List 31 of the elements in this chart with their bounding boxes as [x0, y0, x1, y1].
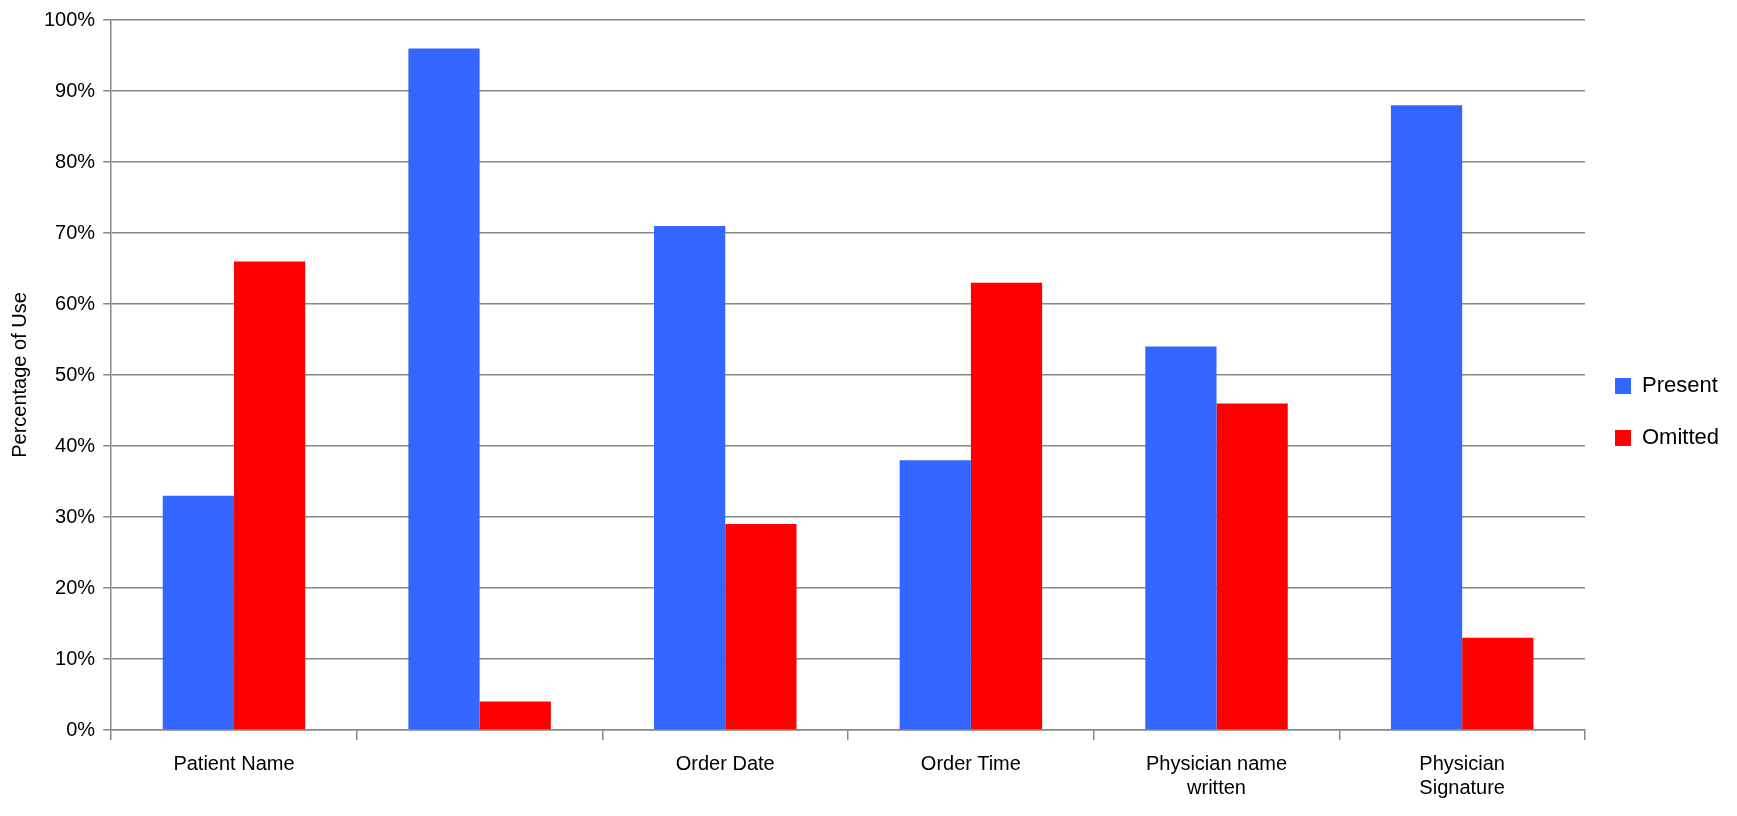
- bar: [1145, 346, 1217, 730]
- y-tick-label: 70%: [55, 220, 96, 243]
- y-tick-label: 100%: [44, 7, 96, 30]
- bar: [408, 48, 480, 730]
- legend-label: Omitted: [1641, 424, 1720, 450]
- bar: [725, 524, 797, 730]
- x-tick-label: Physician Signature: [1419, 751, 1505, 798]
- y-tick-label: 0%: [66, 717, 96, 740]
- bar: [479, 701, 551, 730]
- bar: [1216, 403, 1288, 730]
- y-tick-label: 20%: [55, 575, 96, 598]
- y-tick-label: 30%: [55, 504, 96, 527]
- bar: [654, 225, 726, 730]
- y-tick-label: 50%: [55, 362, 96, 385]
- legend-label: Present: [1641, 372, 1718, 398]
- y-tick-label: 90%: [55, 78, 96, 101]
- x-tick-label: Order Date: [675, 751, 775, 774]
- bar: [1390, 105, 1463, 730]
- y-tick-label: 40%: [55, 433, 96, 456]
- x-tick-label: Patient Name: [173, 751, 295, 774]
- x-tick-label: Order Time: [920, 751, 1021, 774]
- bar: [1462, 637, 1534, 730]
- bar: [970, 282, 1043, 730]
- x-tick-label: Physician name written: [1145, 751, 1288, 798]
- bar: [162, 495, 234, 730]
- y-axis-title: Percentage of Use: [7, 292, 30, 458]
- bar: [233, 261, 306, 730]
- y-tick-label: 80%: [55, 149, 96, 172]
- y-tick-label: 10%: [55, 646, 96, 669]
- bar: [899, 460, 971, 730]
- y-tick-label: 60%: [55, 291, 96, 314]
